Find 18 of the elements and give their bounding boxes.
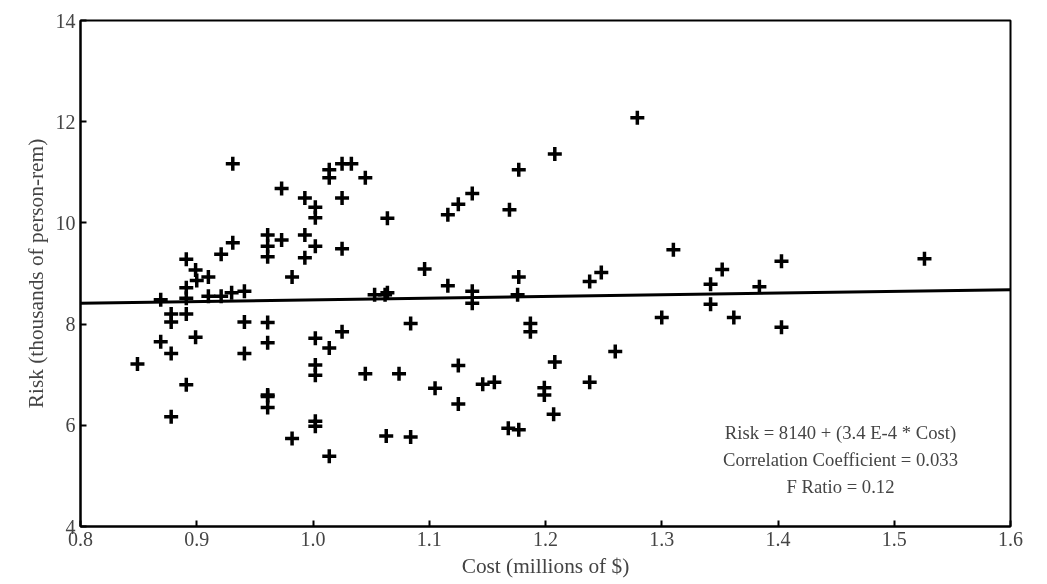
y-tick-label: 8 bbox=[65, 313, 76, 336]
x-tick-label: 1.3 bbox=[649, 527, 675, 550]
y-axis-title: Risk (thousands of person-rem) bbox=[23, 138, 48, 409]
x-tick-label: 1.0 bbox=[300, 527, 326, 550]
x-tick-label: 0.9 bbox=[184, 527, 210, 550]
x-tick-label: 1.1 bbox=[416, 527, 442, 550]
y-tick-label: 14 bbox=[55, 9, 76, 32]
y-tick-label: 12 bbox=[55, 110, 76, 133]
annotation: F Ratio = 0.12 bbox=[786, 475, 895, 497]
x-tick-label: 1.6 bbox=[998, 527, 1023, 550]
x-tick-label: 1.4 bbox=[765, 527, 791, 550]
annotation: Correlation Coefficient = 0.033 bbox=[722, 448, 959, 470]
annotation: Risk = 8140 + (3.4 E-4 * Cost) bbox=[724, 421, 957, 444]
x-tick-label: 1.2 bbox=[533, 527, 558, 550]
x-tick-label: 1.5 bbox=[881, 527, 907, 550]
y-tick-label: 6 bbox=[65, 414, 76, 437]
x-axis-title: Cost (millions of $) bbox=[461, 553, 630, 578]
y-tick-label: 10 bbox=[55, 211, 76, 234]
